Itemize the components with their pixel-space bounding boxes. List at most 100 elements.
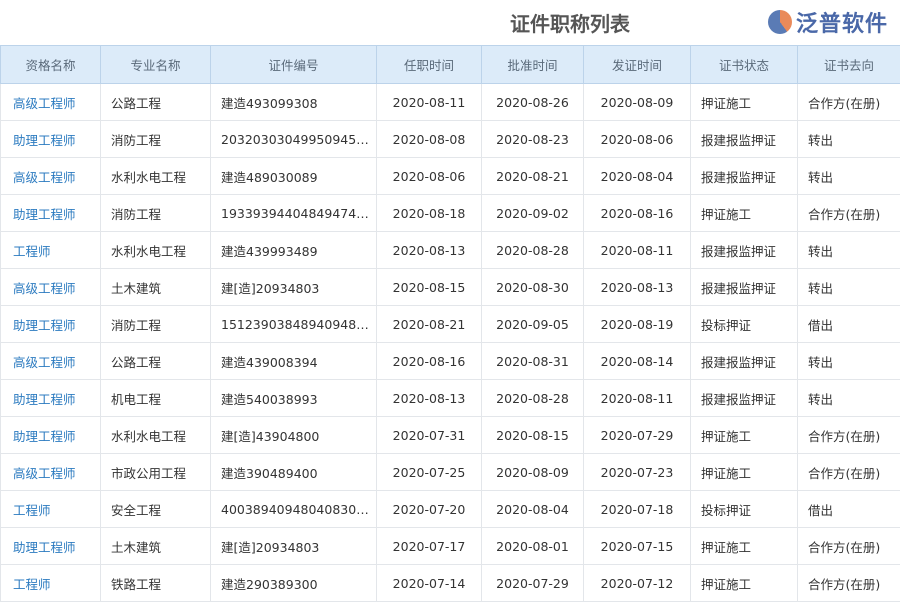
column-header[interactable]: 证书去向 [798,46,900,84]
table-cell: 借出 [798,306,900,343]
qualification-cell: 助理工程师 [1,306,101,343]
qualification-link[interactable]: 助理工程师 [13,540,76,555]
table-cell: 2020-08-16 [584,195,691,232]
table-cell: 2020-08-16 [377,343,482,380]
table-cell: 2020-08-13 [377,380,482,417]
table-cell: 2020-08-06 [377,158,482,195]
table-cell: 2020-08-04 [482,491,584,528]
table-cell: 合作方(在册) [798,195,900,232]
table-cell: 2020-07-25 [377,454,482,491]
column-header[interactable]: 资格名称 [1,46,101,84]
table-cell: 2020-08-11 [584,232,691,269]
table-cell: 2020-08-21 [482,158,584,195]
table-cell: 193393944048494749… [211,195,377,232]
table-cell: 建造540038993 [211,380,377,417]
qualification-cell: 高级工程师 [1,269,101,306]
table-cell: 押证施工 [691,528,798,565]
qualification-cell: 助理工程师 [1,528,101,565]
table-cell: 水利水电工程 [101,417,211,454]
table-cell: 公路工程 [101,343,211,380]
table-cell: 2020-08-09 [584,84,691,121]
table-cell: 2020-08-13 [377,232,482,269]
qualification-link[interactable]: 工程师 [13,503,51,518]
qualification-link[interactable]: 工程师 [13,244,51,259]
table-cell: 2020-08-04 [584,158,691,195]
table-cell: 土木建筑 [101,269,211,306]
qualification-cell: 助理工程师 [1,195,101,232]
qualification-link[interactable]: 高级工程师 [13,281,76,296]
qualification-cell: 助理工程师 [1,380,101,417]
qualification-cell: 高级工程师 [1,84,101,121]
qualification-cell: 工程师 [1,565,101,602]
table-cell: 土木建筑 [101,528,211,565]
table-cell: 水利水电工程 [101,232,211,269]
table-cell: 2020-07-14 [377,565,482,602]
certificate-table: 资格名称专业名称证件编号任职时间批准时间发证时间证书状态证书去向 高级工程师公路… [0,45,900,602]
table-cell: 2020-08-09 [482,454,584,491]
table-cell: 消防工程 [101,306,211,343]
column-header[interactable]: 专业名称 [101,46,211,84]
qualification-link[interactable]: 高级工程师 [13,96,76,111]
table-cell: 转出 [798,380,900,417]
table-cell: 2020-08-13 [584,269,691,306]
qualification-link[interactable]: 助理工程师 [13,392,76,407]
column-header[interactable]: 批准时间 [482,46,584,84]
qualification-link[interactable]: 助理工程师 [13,429,76,444]
table-cell: 2020-08-11 [377,84,482,121]
table-cell: 2020-08-06 [584,121,691,158]
table-cell: 建造439993489 [211,232,377,269]
qualification-link[interactable]: 高级工程师 [13,355,76,370]
table-cell: 投标押证 [691,491,798,528]
qualification-link[interactable]: 高级工程师 [13,466,76,481]
table-cell: 2020-08-28 [482,380,584,417]
table-cell: 合作方(在册) [798,528,900,565]
qualification-link[interactable]: 助理工程师 [13,318,76,333]
qualification-link[interactable]: 高级工程师 [13,170,76,185]
qualification-link[interactable]: 工程师 [13,577,51,592]
table-cell: 2020-08-08 [377,121,482,158]
column-header[interactable]: 发证时间 [584,46,691,84]
table-cell: 2020-07-12 [584,565,691,602]
column-header[interactable]: 任职时间 [377,46,482,84]
table-cell: 报建报监押证 [691,158,798,195]
table-cell: 水利水电工程 [101,158,211,195]
table-cell: 建[造]20934803 [211,528,377,565]
table-cell: 2020-08-26 [482,84,584,121]
table-cell: 2020-08-28 [482,232,584,269]
table-cell: 2020-09-05 [482,306,584,343]
table-cell: 转出 [798,158,900,195]
table-cell: 押证施工 [691,454,798,491]
table-cell: 2020-08-19 [584,306,691,343]
qualification-cell: 助理工程师 [1,417,101,454]
table-cell: 2020-07-18 [584,491,691,528]
column-header[interactable]: 证件编号 [211,46,377,84]
table-header: 资格名称专业名称证件编号任职时间批准时间发证时间证书状态证书去向 [1,46,900,84]
table-cell: 2020-08-01 [482,528,584,565]
qualification-link[interactable]: 助理工程师 [13,207,76,222]
table-cell: 建造489030089 [211,158,377,195]
qualification-cell: 助理工程师 [1,121,101,158]
table-cell: 押证施工 [691,195,798,232]
table-cell: 2020-09-02 [482,195,584,232]
table-cell: 2020-08-11 [584,380,691,417]
table-cell: 151239038489409484… [211,306,377,343]
table-cell: 2020-08-15 [377,269,482,306]
column-header[interactable]: 证书状态 [691,46,798,84]
qualification-link[interactable]: 助理工程师 [13,133,76,148]
table-cell: 2020-08-18 [377,195,482,232]
table-cell: 合作方(在册) [798,84,900,121]
